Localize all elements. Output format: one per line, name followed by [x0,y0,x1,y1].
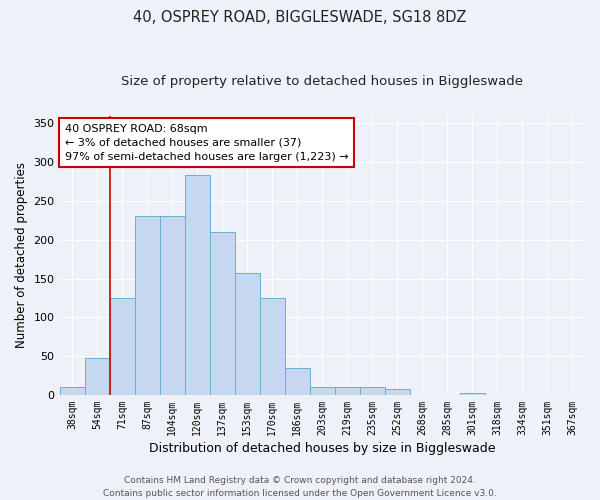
Y-axis label: Number of detached properties: Number of detached properties [15,162,28,348]
Bar [360,387,385,395]
Bar [285,368,310,395]
Bar [134,216,160,395]
Bar [59,387,85,395]
Text: 40 OSPREY ROAD: 68sqm
← 3% of detached houses are smaller (37)
97% of semi-detac: 40 OSPREY ROAD: 68sqm ← 3% of detached h… [65,124,349,162]
Bar [185,176,209,395]
Bar [460,392,485,395]
Bar [385,388,410,395]
X-axis label: Distribution of detached houses by size in Biggleswade: Distribution of detached houses by size … [149,442,496,455]
Bar [85,358,110,395]
Text: Contains HM Land Registry data © Crown copyright and database right 2024.
Contai: Contains HM Land Registry data © Crown c… [103,476,497,498]
Bar [260,298,285,395]
Bar [160,216,185,395]
Title: Size of property relative to detached houses in Biggleswade: Size of property relative to detached ho… [121,75,523,88]
Bar [335,387,360,395]
Bar [209,232,235,395]
Text: 40, OSPREY ROAD, BIGGLESWADE, SG18 8DZ: 40, OSPREY ROAD, BIGGLESWADE, SG18 8DZ [133,10,467,25]
Bar [110,298,134,395]
Bar [235,273,260,395]
Bar [310,387,335,395]
